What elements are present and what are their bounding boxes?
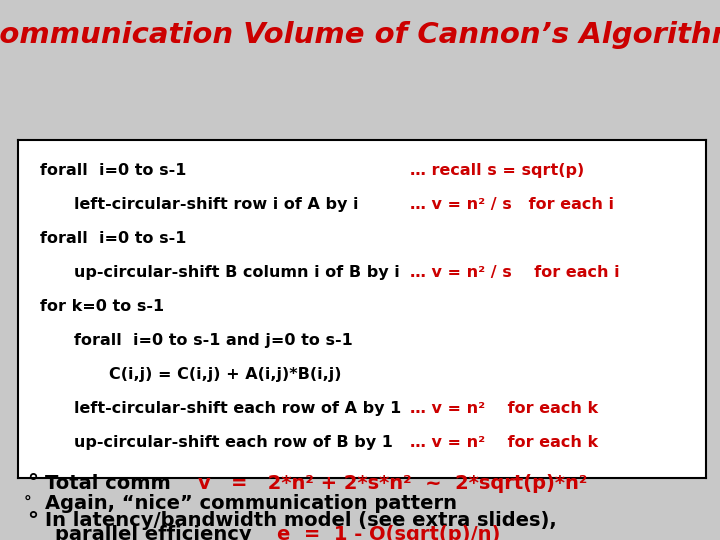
Text: up-circular-shift each row of B by 1: up-circular-shift each row of B by 1 [74, 435, 393, 450]
Text: °: ° [27, 510, 38, 531]
Text: v   =   2*n² + 2*s*n²  ~  2*sqrt(p)*n²: v = 2*n² + 2*s*n² ~ 2*sqrt(p)*n² [198, 474, 588, 493]
Text: C(i,j) = C(i,j) + A(i,j)*B(i,j): C(i,j) = C(i,j) + A(i,j)*B(i,j) [109, 367, 341, 382]
Text: … v = n² / s   for each i: … v = n² / s for each i [410, 197, 614, 212]
Text: forall  i=0 to s-1: forall i=0 to s-1 [40, 231, 186, 246]
Text: e  =  1 - O(sqrt(p)/n): e = 1 - O(sqrt(p)/n) [277, 525, 500, 540]
Text: for k=0 to s-1: for k=0 to s-1 [40, 299, 163, 314]
Text: °: ° [27, 473, 38, 494]
Text: Again, “nice” communication pattern: Again, “nice” communication pattern [45, 494, 456, 513]
Text: … v = n²    for each k: … v = n² for each k [410, 401, 598, 416]
Text: forall  i=0 to s-1: forall i=0 to s-1 [40, 163, 186, 178]
Text: °: ° [24, 496, 32, 511]
Text: … v = n² / s    for each i: … v = n² / s for each i [410, 265, 620, 280]
Text: parallel efficiency: parallel efficiency [55, 525, 252, 540]
Text: forall  i=0 to s-1 and j=0 to s-1: forall i=0 to s-1 and j=0 to s-1 [74, 333, 353, 348]
Text: … recall s = sqrt(p): … recall s = sqrt(p) [410, 163, 585, 178]
Text: … v = n²    for each k: … v = n² for each k [410, 435, 598, 450]
Text: Communication Volume of Cannon’s Algorithm: Communication Volume of Cannon’s Algorit… [0, 21, 720, 49]
Text: left-circular-shift each row of A by 1: left-circular-shift each row of A by 1 [74, 401, 402, 416]
Text: In latency/bandwidth model (see extra slides),: In latency/bandwidth model (see extra sl… [45, 511, 557, 530]
Text: up-circular-shift B column i of B by i: up-circular-shift B column i of B by i [74, 265, 400, 280]
Text: left-circular-shift row i of A by i: left-circular-shift row i of A by i [74, 197, 359, 212]
Text: Total comm: Total comm [45, 474, 171, 493]
